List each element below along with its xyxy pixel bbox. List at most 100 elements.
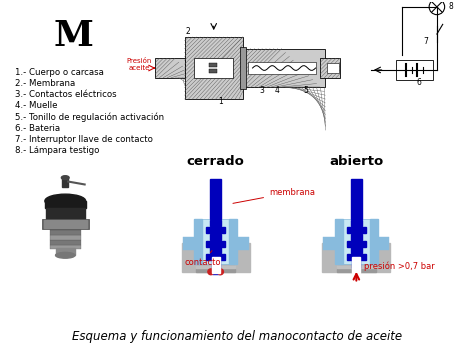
Bar <box>337 265 353 268</box>
Bar <box>206 254 225 260</box>
Text: abierto: abierto <box>329 155 383 169</box>
Bar <box>337 249 353 252</box>
Bar <box>337 261 353 264</box>
Text: 2.- Membrana: 2.- Membrana <box>15 79 75 88</box>
Bar <box>196 265 212 268</box>
Text: membrana: membrana <box>233 188 315 203</box>
Text: 6.- Bateria: 6.- Bateria <box>15 124 60 133</box>
Bar <box>196 261 212 264</box>
Bar <box>323 237 335 251</box>
Circle shape <box>208 269 214 275</box>
Bar <box>45 201 86 208</box>
Text: 3: 3 <box>260 86 264 95</box>
Ellipse shape <box>45 194 86 208</box>
Bar <box>337 253 353 256</box>
Text: 1.- Cuerpo o carcasa: 1.- Cuerpo o carcasa <box>15 68 104 77</box>
Bar <box>248 62 316 74</box>
Bar <box>209 69 217 73</box>
Text: 2: 2 <box>185 27 190 36</box>
Bar <box>237 237 249 251</box>
Text: Presión
aceite: Presión aceite <box>126 58 152 71</box>
Text: 8: 8 <box>448 2 453 11</box>
Bar <box>196 257 212 260</box>
Text: M: M <box>53 19 93 53</box>
Bar <box>196 253 212 256</box>
Bar <box>194 219 237 264</box>
Bar <box>360 261 376 264</box>
Bar <box>182 237 194 251</box>
Bar <box>360 253 376 256</box>
Bar <box>194 219 202 264</box>
Bar <box>322 243 390 272</box>
Bar <box>219 249 235 252</box>
Bar <box>351 234 362 240</box>
Bar <box>337 269 353 272</box>
Bar <box>346 240 366 247</box>
Bar <box>243 49 325 88</box>
Text: 5.- Tonillo de regulación activación: 5.- Tonillo de regulación activación <box>15 113 164 122</box>
Text: 6: 6 <box>417 79 422 88</box>
Bar <box>219 253 235 256</box>
Text: 3.- Contactos eléctricos: 3.- Contactos eléctricos <box>15 90 117 99</box>
Bar <box>335 219 343 264</box>
Bar <box>50 235 81 240</box>
Bar <box>320 58 340 78</box>
Bar <box>210 179 221 219</box>
Bar <box>206 227 225 233</box>
Bar <box>346 254 366 260</box>
Text: contacto: contacto <box>184 251 221 266</box>
Bar <box>351 247 362 253</box>
Polygon shape <box>46 208 85 225</box>
Text: 5: 5 <box>303 86 308 95</box>
Bar <box>351 220 362 226</box>
Bar <box>210 234 221 240</box>
Bar <box>337 257 353 260</box>
Text: cerrado: cerrado <box>187 155 245 169</box>
Bar <box>378 237 389 251</box>
Bar <box>63 177 68 188</box>
Bar <box>155 58 184 78</box>
Ellipse shape <box>61 176 69 180</box>
Text: 7: 7 <box>423 37 428 46</box>
Bar <box>210 247 221 253</box>
Bar <box>209 63 217 67</box>
Bar <box>42 219 89 229</box>
Bar <box>50 225 81 230</box>
Bar <box>44 220 87 228</box>
Text: presión >0,7 bar: presión >0,7 bar <box>364 261 435 271</box>
Text: Esquema y funcionamiento del manocontacto de aceite: Esquema y funcionamiento del manocontact… <box>72 330 402 343</box>
Bar <box>184 37 243 99</box>
Bar <box>194 58 233 78</box>
Bar <box>55 247 75 255</box>
Text: 4.- Muelle: 4.- Muelle <box>15 101 57 110</box>
Bar <box>206 240 225 247</box>
Bar <box>212 260 219 274</box>
Text: 7.- Interruptor llave de contacto: 7.- Interruptor llave de contacto <box>15 135 153 144</box>
Bar <box>50 245 81 249</box>
Bar <box>370 219 378 264</box>
Bar <box>50 240 81 245</box>
Circle shape <box>218 269 223 275</box>
Bar <box>346 227 366 233</box>
Bar <box>219 265 235 268</box>
Bar <box>212 257 219 273</box>
Bar <box>353 257 360 273</box>
Bar <box>219 261 235 264</box>
Bar <box>353 260 360 268</box>
Bar <box>50 230 81 235</box>
Bar <box>196 249 212 252</box>
Bar <box>360 269 376 272</box>
Bar <box>351 179 362 219</box>
Bar <box>240 47 246 89</box>
Bar <box>327 63 339 73</box>
Text: 8.- Lámpara testigo: 8.- Lámpara testigo <box>15 146 99 155</box>
Bar <box>360 265 376 268</box>
Text: 1: 1 <box>218 97 223 106</box>
Bar <box>360 249 376 252</box>
Text: 4: 4 <box>274 86 279 95</box>
Bar <box>360 257 376 260</box>
Bar <box>229 219 237 264</box>
Bar <box>210 220 221 226</box>
Bar <box>219 269 235 272</box>
Bar <box>335 219 378 264</box>
